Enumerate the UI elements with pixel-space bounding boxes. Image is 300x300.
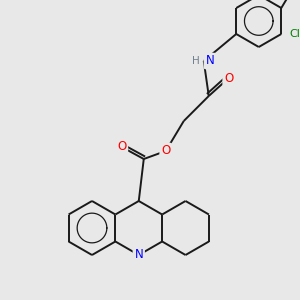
Text: O: O <box>161 145 170 158</box>
Text: Cl: Cl <box>290 29 300 39</box>
Text: O: O <box>224 71 233 85</box>
Text: H: H <box>192 56 200 66</box>
Text: N: N <box>206 55 214 68</box>
Text: N: N <box>134 248 143 262</box>
Text: O: O <box>117 140 126 154</box>
